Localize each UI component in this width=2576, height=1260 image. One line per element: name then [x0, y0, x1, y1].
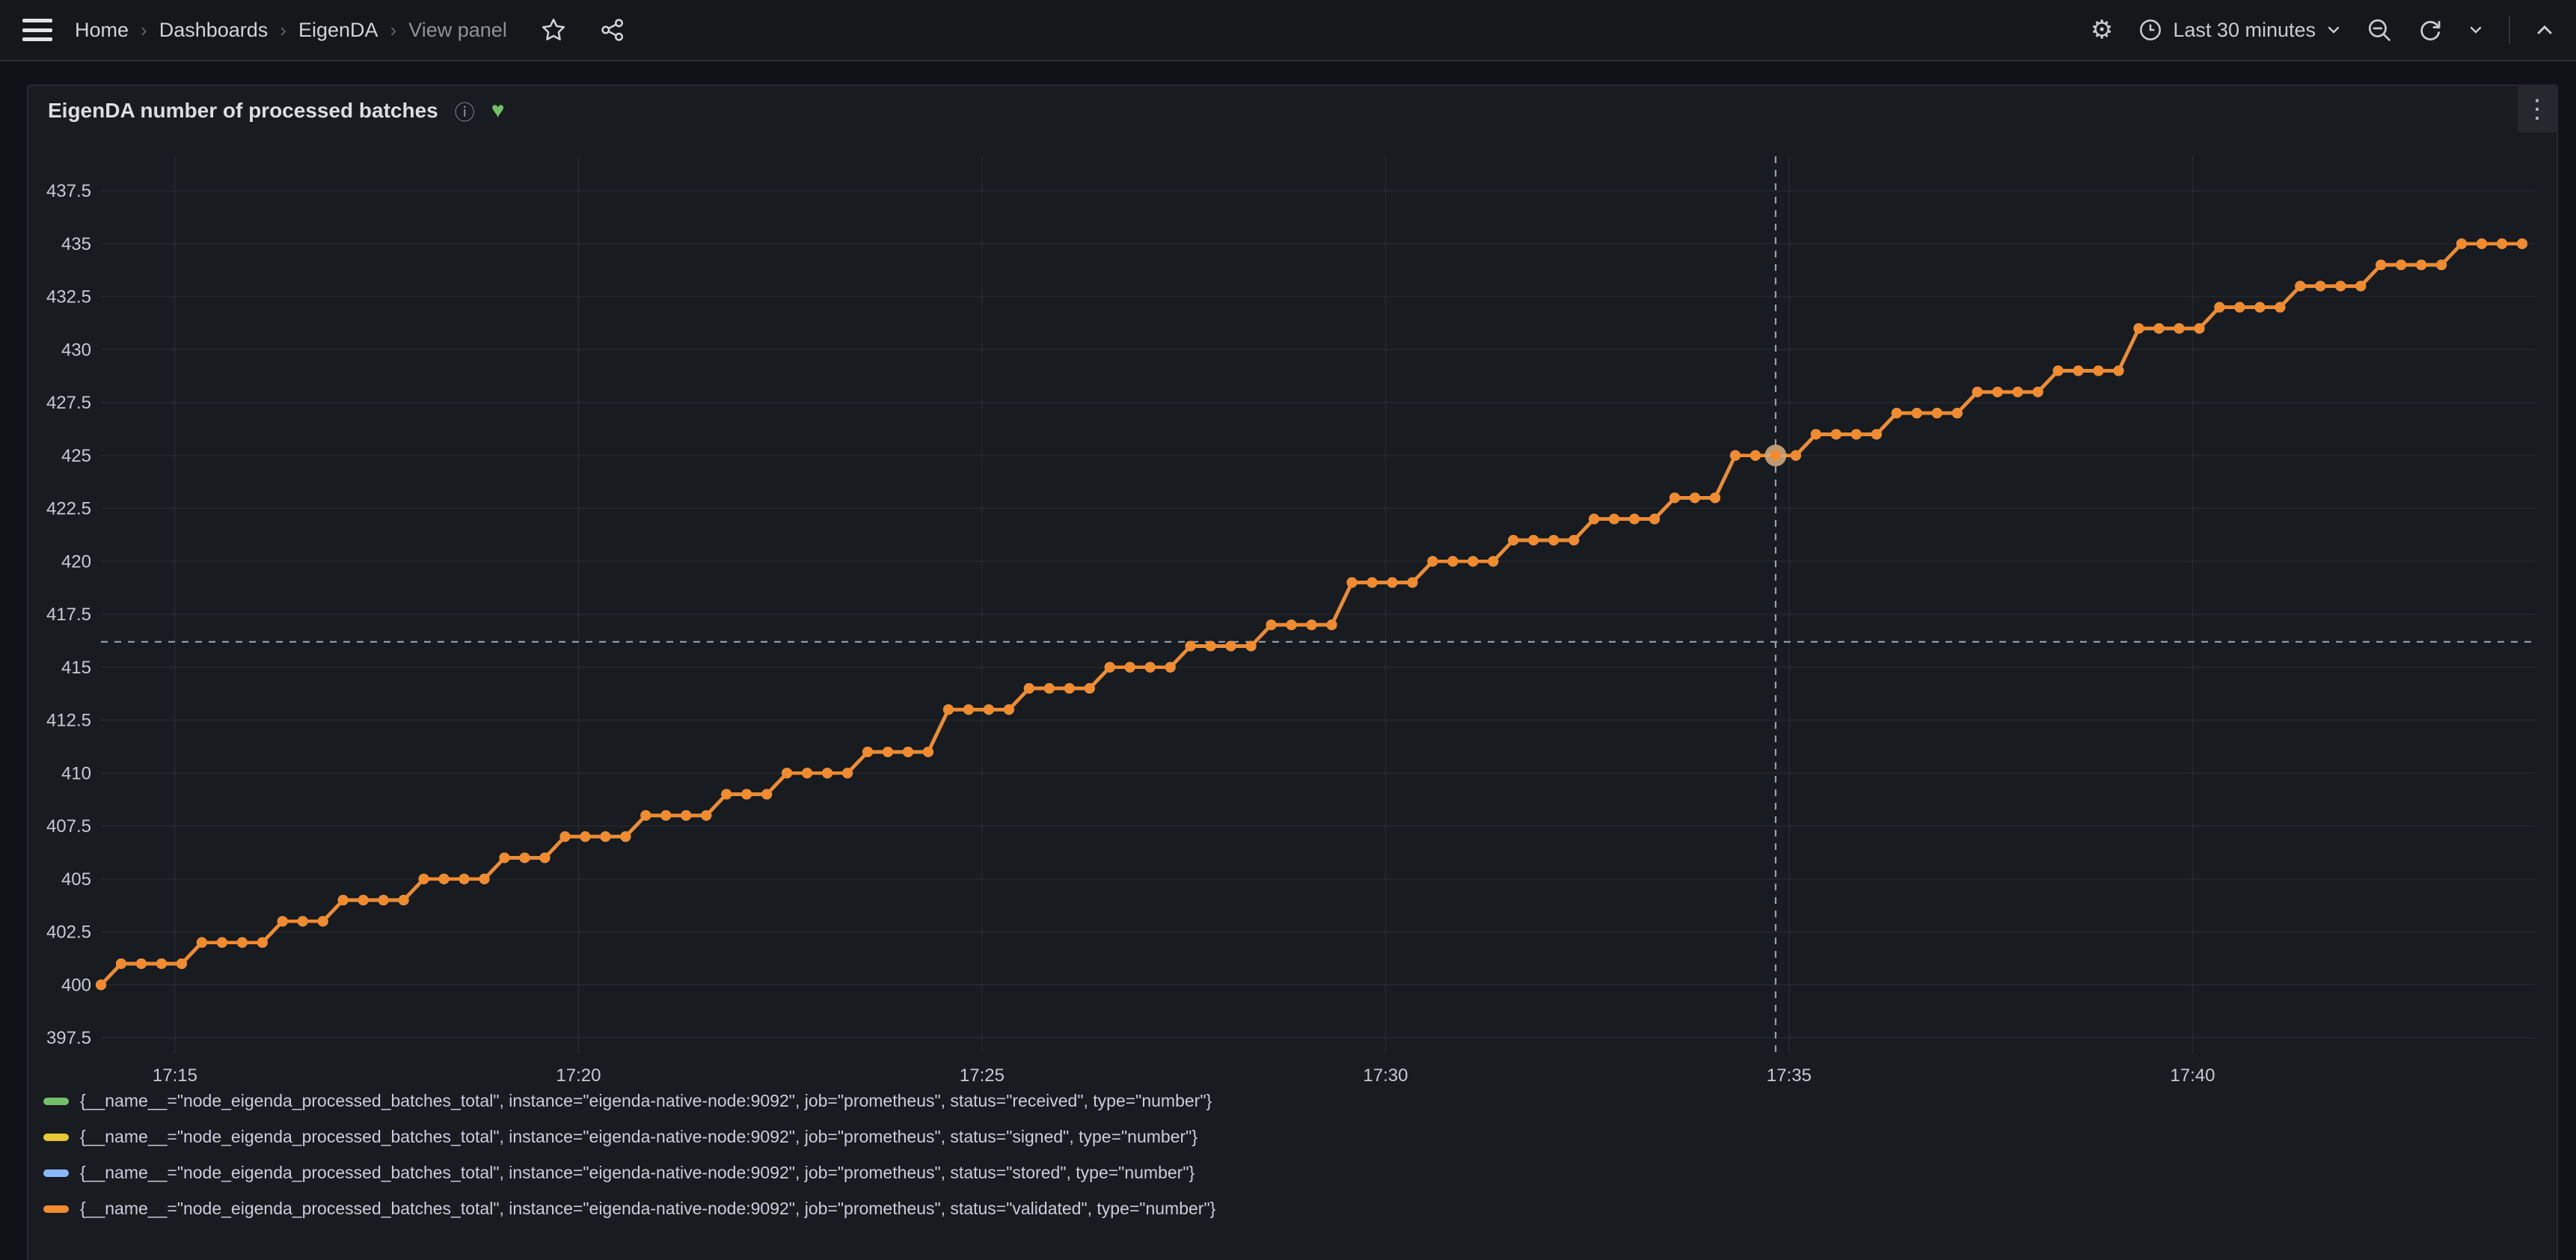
panel-menu-kebab-button[interactable]: ⋮: [2518, 86, 2557, 132]
legend-marker-signed: [43, 1133, 69, 1141]
time-series-chart[interactable]: 397.5 400 402.5 405 407.5 410 412.5 415 417.5 420…: [28, 86, 2560, 1092]
svg-text:400: 400: [61, 975, 91, 995]
chart-legend: {__name__="node_eigenda_processed_batche…: [43, 1089, 1215, 1221]
zoom-out-icon[interactable]: [2367, 17, 2392, 43]
nav-divider: [2509, 16, 2510, 44]
legend-label[interactable]: {__name__="node_eigenda_processed_batche…: [80, 1091, 1212, 1110]
menu-icon[interactable]: [22, 19, 52, 41]
refresh-interval-chevron-icon[interactable]: [2468, 25, 2483, 35]
panel-eigenda-processed-batches: EigenDA number of processed batches ⓘ ♥ …: [27, 85, 2558, 1260]
legend-row-received[interactable]: {__name__="node_eigenda_processed_batche…: [43, 1089, 1215, 1113]
breadcrumb-separator: ›: [141, 18, 147, 41]
legend-row-signed[interactable]: {__name__="node_eigenda_processed_batche…: [43, 1125, 1215, 1149]
svg-text:417.5: 417.5: [46, 605, 91, 625]
star-icon[interactable]: [540, 16, 567, 43]
time-range-picker[interactable]: Last 30 minutes: [2138, 18, 2341, 42]
breadcrumb: Home › Dashboards › EigenDA › View panel: [75, 19, 507, 42]
svg-text:407.5: 407.5: [46, 816, 91, 837]
breadcrumb-home[interactable]: Home: [75, 18, 129, 41]
legend-row-validated[interactable]: {__name__="node_eigenda_processed_batche…: [43, 1196, 1215, 1221]
kebab-icon: ⋮: [2524, 95, 2550, 123]
legend-label[interactable]: {__name__="node_eigenda_processed_batche…: [80, 1127, 1198, 1146]
series-3: [96, 238, 2528, 991]
svg-text:437.5: 437.5: [46, 181, 91, 201]
svg-text:405: 405: [61, 869, 91, 890]
breadcrumb-separator: ›: [390, 18, 397, 41]
refresh-icon[interactable]: [2417, 17, 2443, 43]
x-axis-labels: 17:15 17:20 17:25 17:30 17:35 17:40: [153, 1065, 2215, 1086]
svg-text:17:20: 17:20: [556, 1065, 601, 1086]
svg-text:427.5: 427.5: [46, 393, 91, 413]
svg-text:17:30: 17:30: [1363, 1065, 1408, 1086]
highlighted-point: [1770, 450, 1781, 461]
svg-text:17:35: 17:35: [1767, 1065, 1812, 1086]
panel-header[interactable]: EigenDA number of processed batches ⓘ ♥: [28, 86, 2557, 135]
svg-text:402.5: 402.5: [46, 923, 91, 943]
svg-text:412.5: 412.5: [46, 711, 91, 731]
legend-marker-stored: [43, 1169, 69, 1177]
svg-text:415: 415: [61, 658, 91, 678]
breadcrumb-eigenda[interactable]: EigenDA: [298, 18, 378, 41]
legend-label[interactable]: {__name__="node_eigenda_processed_batche…: [80, 1163, 1195, 1182]
breadcrumb-dashboards[interactable]: Dashboards: [159, 18, 269, 41]
svg-text:17:25: 17:25: [960, 1065, 1005, 1086]
share-icon[interactable]: [600, 17, 625, 43]
chevron-up-icon[interactable]: [2536, 24, 2554, 36]
crosshair: [101, 156, 2536, 1054]
top-nav-bar: Home › Dashboards › EigenDA › View panel…: [0, 0, 2576, 61]
chevron-down-icon: [2326, 25, 2341, 35]
time-range-label: Last 30 minutes: [2173, 18, 2316, 41]
legend-row-stored[interactable]: {__name__="node_eigenda_processed_batche…: [43, 1160, 1215, 1185]
grid: [101, 156, 2536, 1054]
svg-text:432.5: 432.5: [46, 287, 91, 308]
svg-text:430: 430: [61, 340, 91, 360]
legend-marker-received: [43, 1097, 69, 1105]
svg-text:420: 420: [61, 551, 91, 572]
svg-text:397.5: 397.5: [46, 1028, 91, 1048]
svg-text:17:40: 17:40: [2170, 1065, 2215, 1086]
legend-label[interactable]: {__name__="node_eigenda_processed_batche…: [80, 1199, 1216, 1218]
legend-marker-validated: [43, 1205, 69, 1213]
clock-icon: [2138, 18, 2162, 42]
info-icon[interactable]: ⓘ: [454, 101, 475, 124]
svg-text:422.5: 422.5: [46, 499, 91, 519]
svg-text:17:15: 17:15: [153, 1065, 197, 1086]
panel-title: EigenDA number of processed batches: [48, 99, 438, 122]
gear-icon[interactable]: ⚙: [2090, 16, 2114, 44]
breadcrumb-separator: ›: [280, 18, 286, 41]
svg-text:425: 425: [61, 446, 91, 466]
breadcrumb-view-panel: View panel: [408, 18, 507, 41]
svg-text:435: 435: [61, 234, 91, 254]
heart-health-icon: ♥: [491, 98, 505, 123]
svg-text:410: 410: [61, 763, 91, 783]
y-axis-labels: 397.5 400 402.5 405 407.5 410 412.5 415 417.5 420…: [46, 181, 91, 1048]
